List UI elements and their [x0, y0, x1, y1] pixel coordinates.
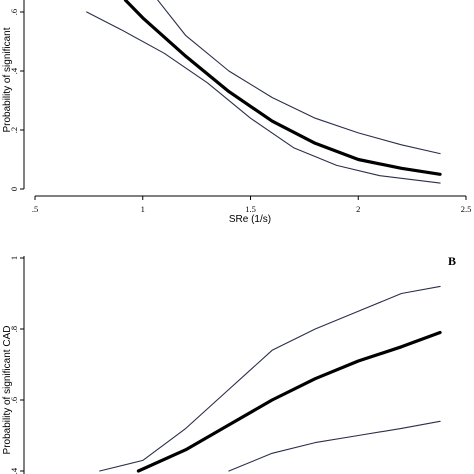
panel-b-upper-line: [99, 285, 441, 472]
panel-b: .4 .6 .8 1 B Probability of significant CAD: [2, 254, 456, 474]
panel-b-lower-line: [228, 420, 441, 472]
panel-b-y-tick-label: .8: [9, 326, 19, 332]
panel-a-x-tick-label: 2: [356, 204, 360, 214]
panel-b-y-tick-label: .6: [9, 397, 19, 403]
panel-a-x-axis-label: SRe (1/s): [229, 214, 271, 225]
panel-b-estimate-line: [136, 330, 442, 473]
panel-a-y-tick-label: 0: [9, 187, 19, 191]
panel-a-ticks: 0 .2 .4 .6 .5 1 1.5 2 2.5: [9, 9, 471, 214]
panel-b-letter: B: [448, 254, 456, 268]
panel-b-ticks: .4 .6 .8 1: [9, 256, 24, 474]
panel-a-y-tick-label: .6: [9, 9, 19, 15]
panel-a-x-tick-label: 1.5: [245, 204, 256, 214]
panel-a-estimate-line: [123, 0, 442, 176]
panel-a-y-axis-label: Probability of significant: [2, 27, 13, 132]
panel-a-x-tick-label: .5: [32, 204, 38, 214]
panel-a-upper-line: [157, 0, 441, 155]
panel-a-y-tick-label: .4: [9, 67, 19, 74]
panel-a-lower-line: [86, 11, 441, 184]
panel-a: 0 .2 .4 .6 .5 1 1.5 2 2.5 SRe (1/s) Probability …: [2, 0, 471, 225]
panel-a-x-tick-label: 2.5: [461, 204, 472, 214]
panel-a-series: [86, 0, 442, 184]
panel-b-y-axis-label: Probability of significant CAD: [2, 326, 13, 455]
panel-b-y-tick-label: 1: [9, 256, 19, 260]
panel-a-y-tick-label: .2: [9, 127, 19, 133]
panel-a-x-tick-label: 1: [141, 204, 145, 214]
panel-b-series: [99, 285, 442, 473]
panel-b-y-tick-label: .4: [9, 467, 19, 474]
